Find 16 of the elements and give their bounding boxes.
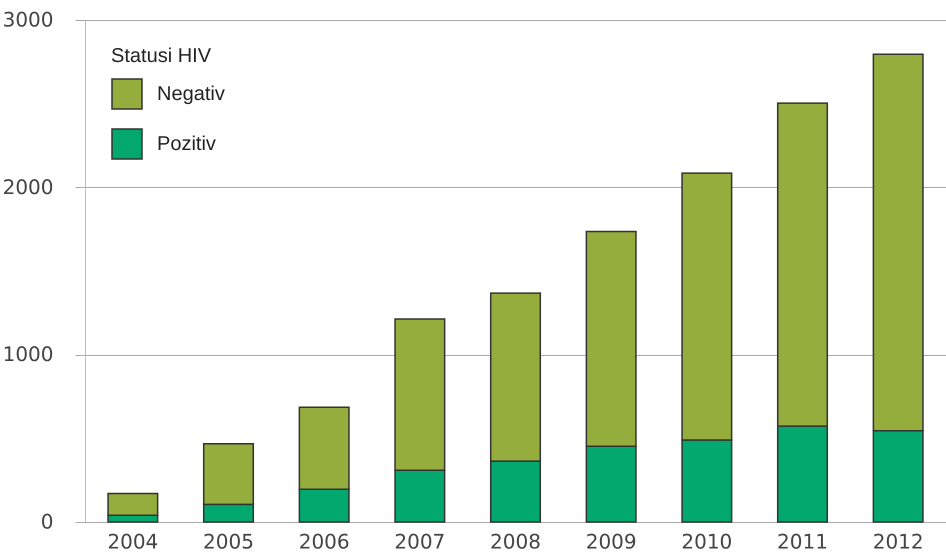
legend-label: Pozitiv — [157, 133, 216, 155]
y-tick-label: 0 — [40, 510, 54, 534]
legend-label: Negativ — [157, 83, 225, 105]
y-tick-label: 3000 — [2, 8, 54, 32]
y-tick-label: 1000 — [2, 342, 54, 366]
y-tick-label: 2000 — [2, 174, 54, 199]
x-tick-label: 2007 — [394, 530, 446, 554]
x-tick-label: 2008 — [490, 530, 541, 554]
x-tick-label: 2009 — [586, 530, 637, 554]
x-tick-label: 2005 — [203, 530, 254, 554]
legend-title: Statusi HIV — [111, 45, 212, 67]
x-tick-label: 2012 — [872, 530, 924, 554]
x-tick-label: 2010 — [681, 530, 732, 554]
x-tick-label: 2006 — [298, 530, 350, 554]
x-tick-label: 2011 — [777, 530, 828, 554]
x-tick-label: 2004 — [107, 530, 158, 554]
